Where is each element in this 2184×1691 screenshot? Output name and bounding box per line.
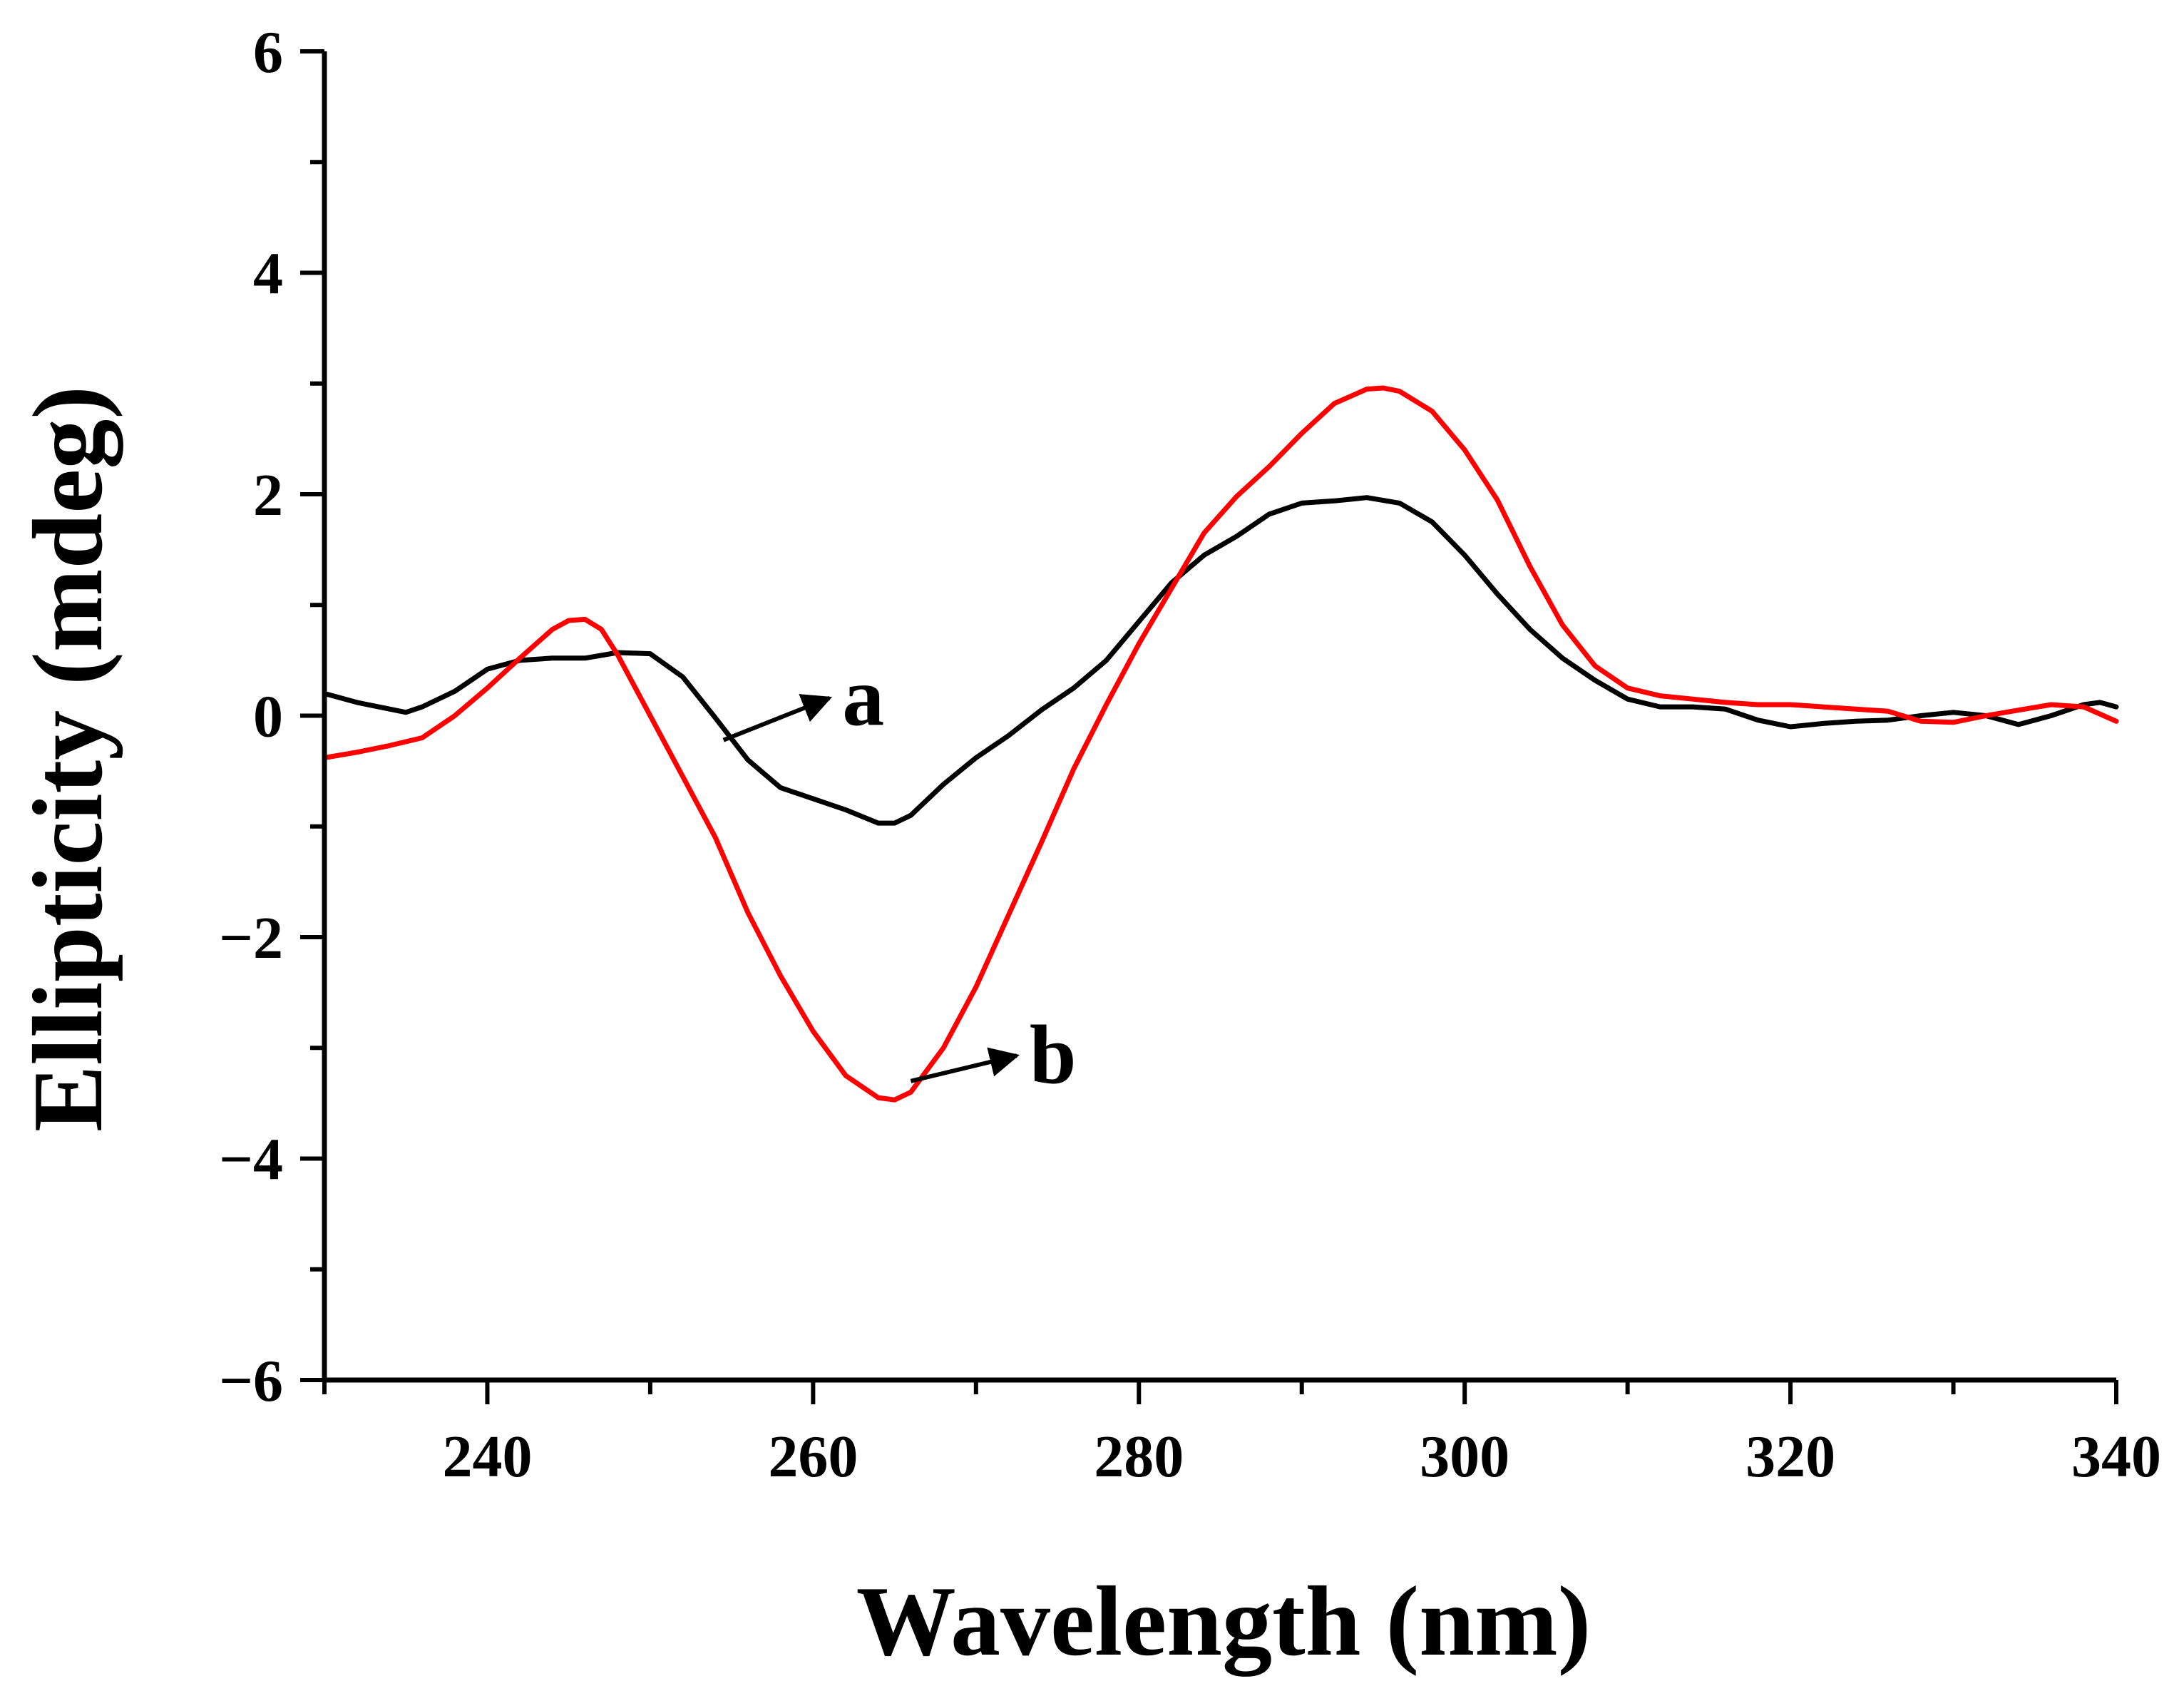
annotation-arrow-a (722, 694, 833, 742)
annotation-arrow-b (910, 1047, 1020, 1083)
series-line-b (322, 385, 2119, 1103)
annotation-label-b: b (1030, 1008, 1077, 1101)
y-tick-label: 4 (253, 241, 283, 307)
axes: 6 4 2 0 −2 −4 −6 240 260 280 300 320 340 (219, 19, 2161, 1490)
x-tick-label: 240 (442, 1424, 532, 1490)
x-tick-label: 300 (1420, 1424, 1509, 1490)
x-tick-label: 340 (2071, 1424, 2161, 1490)
y-tick-label: 0 (253, 684, 283, 750)
y-tick-label: −6 (219, 1348, 283, 1414)
y-tick-label: −4 (219, 1127, 283, 1193)
x-tick-label: 260 (768, 1424, 858, 1490)
x-tick-label: 280 (1094, 1424, 1184, 1490)
annotation-label-a: a (842, 650, 884, 744)
y-tick-label: 6 (253, 19, 283, 86)
y-tick-label: 2 (253, 462, 283, 528)
y-axis-title: Ellipticity (mdeg) (13, 386, 123, 1132)
annotations: ab (722, 650, 1077, 1101)
x-axis-title: Wavelength (nm) (856, 1566, 1591, 1677)
x-tick-label: 320 (1745, 1424, 1835, 1490)
series-line-a (322, 495, 2119, 826)
y-tick-label: −2 (219, 905, 283, 971)
series-layer (322, 385, 2119, 1103)
